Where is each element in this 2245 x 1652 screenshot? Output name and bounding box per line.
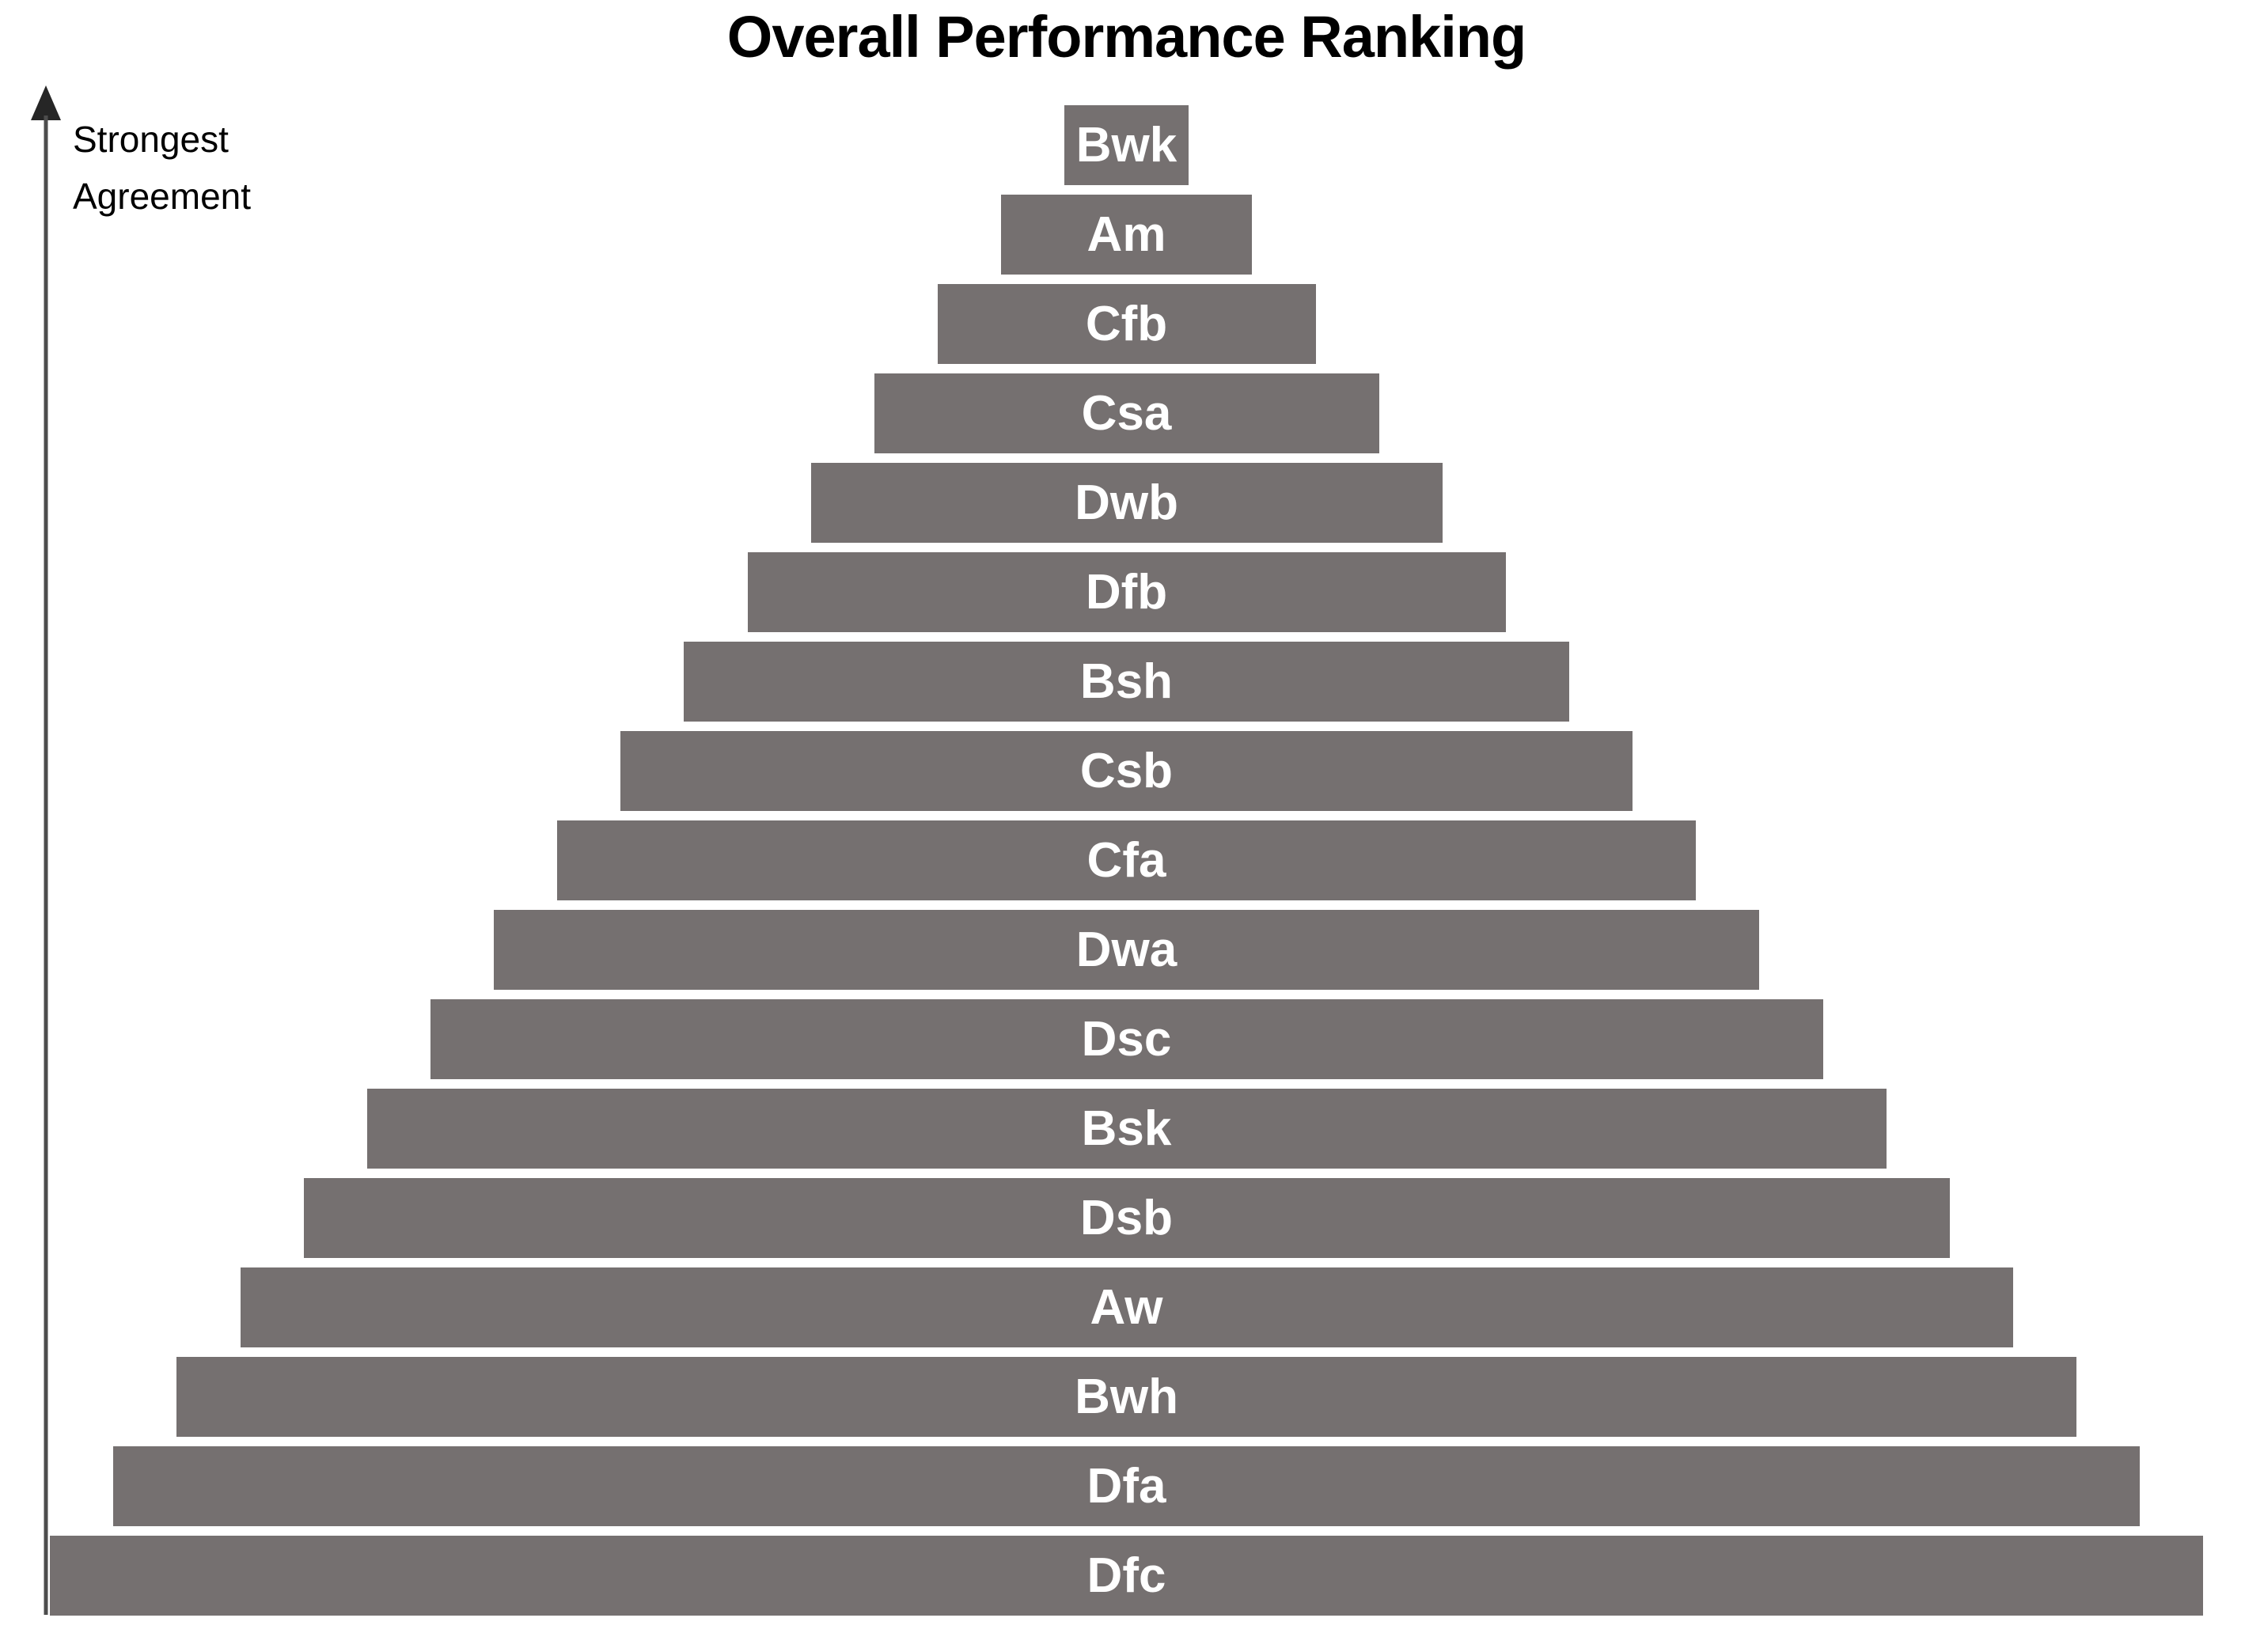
pyramid-bar-label: Bsh xyxy=(1079,654,1174,709)
pyramid-bar-dsc: Dsc xyxy=(430,999,1823,1079)
y-axis-arrow-icon xyxy=(31,85,61,1615)
pyramid-bar-label: Dwa xyxy=(1075,922,1177,977)
pyramid-bar-bsh: Bsh xyxy=(684,642,1569,722)
pyramid-bar-aw: Aw xyxy=(240,1267,2013,1347)
y-axis-label-line2: Agreement xyxy=(73,176,252,217)
pyramid-bar-label: Dfa xyxy=(1086,1458,1166,1514)
chart-title: Overall Performance Ranking xyxy=(726,4,1526,70)
pyramid-bar-cfb: Cfb xyxy=(937,284,1316,364)
pyramid-bar-label: Dfc xyxy=(1086,1548,1166,1603)
pyramid-bar-label: Dsb xyxy=(1079,1190,1174,1245)
pyramid-bar-label: Csa xyxy=(1081,385,1172,441)
pyramid-bar-label: Bwk xyxy=(1075,117,1177,172)
pyramid-bar-dfa: Dfa xyxy=(113,1446,2140,1526)
pyramid-bar-label: Dsc xyxy=(1081,1011,1172,1067)
pyramid-bar-label: Cfa xyxy=(1086,832,1166,888)
y-axis-label-line1: Strongest xyxy=(73,119,229,160)
pyramid-bar-dfc: Dfc xyxy=(50,1536,2203,1616)
pyramid-bar-label: Cfb xyxy=(1085,296,1168,351)
pyramid-bar-bwk: Bwk xyxy=(1064,105,1189,185)
y-axis-label: Strongest Agreement xyxy=(73,111,251,225)
pyramid-bar-bwh: Bwh xyxy=(176,1357,2076,1437)
pyramid-bar-dwb: Dwb xyxy=(810,463,1443,543)
pyramid-bar-dfb: Dfb xyxy=(747,552,1506,632)
pyramid-bar-cfa: Cfa xyxy=(557,820,1696,900)
pyramid-bar-dwa: Dwa xyxy=(494,910,1759,990)
pyramid-bar-label: Bwh xyxy=(1075,1369,1178,1424)
pyramid-bar-label: Am xyxy=(1086,206,1166,262)
pyramid-bar-label: Bsk xyxy=(1081,1101,1172,1156)
pyramid-bar-label: Dfb xyxy=(1085,564,1168,620)
arrow-head-icon xyxy=(31,85,61,120)
pyramid-bar-bsk: Bsk xyxy=(366,1089,1887,1169)
pyramid-bar-label: Aw xyxy=(1090,1279,1163,1335)
pyramid-bar-dsb: Dsb xyxy=(303,1178,1950,1258)
pyramid-bar-csa: Csa xyxy=(874,373,1379,453)
pyramid-bar-label: Dwb xyxy=(1075,475,1178,530)
pyramid-chart: Bwk Am Cfb Csa Dwb Dfb Bsh Csb Cfa Dwa Dsc Bsk Dsb Aw… xyxy=(50,105,2203,1625)
pyramid-bar-am: Am xyxy=(1001,195,1252,275)
arrow-line xyxy=(44,116,48,1615)
pyramid-bar-csb: Csb xyxy=(620,731,1633,811)
pyramid-bar-label: Csb xyxy=(1079,743,1174,798)
